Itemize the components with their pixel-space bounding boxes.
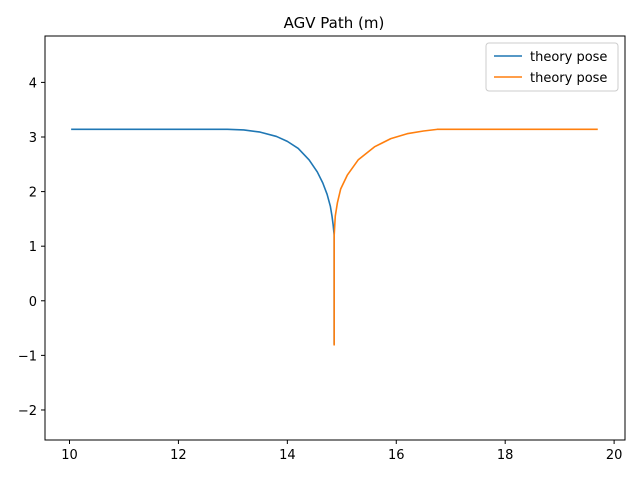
x-tick-label: 20 [606, 448, 623, 463]
x-tick-label: 12 [170, 448, 187, 463]
y-tick-label: 0 [29, 295, 37, 310]
legend-label-1: theory pose [530, 50, 607, 65]
x-tick-label: 10 [61, 448, 78, 463]
y-tick-label: −2 [18, 404, 37, 419]
x-tick-label: 16 [388, 448, 405, 463]
y-tick-label: 3 [29, 131, 37, 146]
legend-label-2: theory pose [530, 71, 607, 86]
legend: theory pose theory pose [485, 42, 619, 92]
x-tick-label: 14 [279, 448, 296, 463]
series-layer [71, 128, 598, 346]
series-line-2 [333, 128, 598, 346]
series-line-1 [71, 128, 335, 345]
y-tick-label: 2 [29, 186, 37, 201]
plot-frame [44, 35, 626, 441]
y-tick-label: 1 [29, 240, 37, 255]
legend-box [485, 42, 619, 92]
x-tick-label: 18 [497, 448, 514, 463]
y-axis: −2 −1 0 1 2 3 4 [18, 76, 45, 419]
x-axis: 10 12 14 16 18 20 [61, 440, 622, 463]
y-tick-label: 4 [29, 76, 37, 91]
chart-title: AGV Path (m) [284, 14, 385, 32]
y-tick-label: −1 [18, 349, 37, 364]
